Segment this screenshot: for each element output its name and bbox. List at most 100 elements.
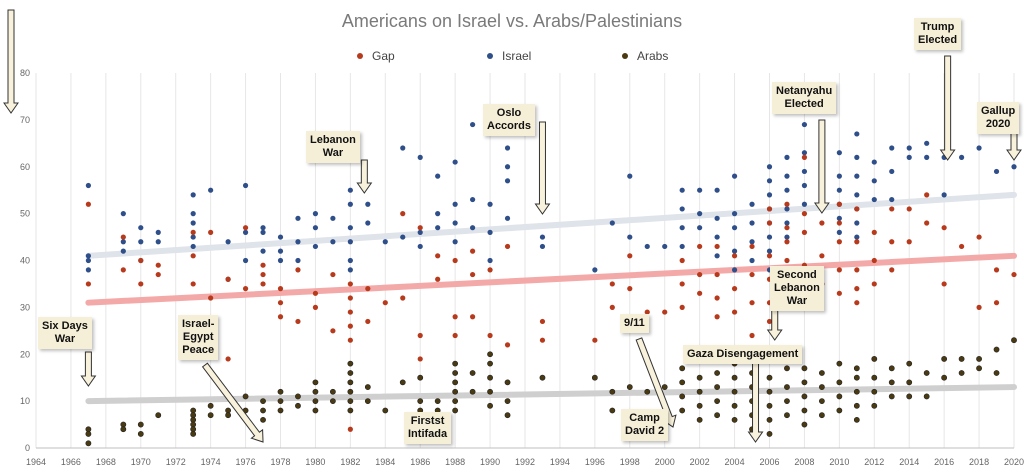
point-gap: [85, 201, 91, 207]
point-israel: [347, 267, 353, 273]
point-gap: [697, 243, 703, 250]
point-arabs: [312, 407, 319, 414]
point-arabs: [923, 393, 930, 400]
point-arabs: [504, 379, 511, 386]
y-tick-label: 40: [20, 256, 30, 266]
point-israel: [85, 267, 91, 273]
point-gap: [697, 271, 703, 278]
point-arabs: [644, 388, 651, 395]
point-arabs: [888, 379, 895, 386]
x-tick-label: 1966: [61, 457, 81, 467]
point-arabs: [452, 379, 459, 386]
point-israel: [644, 243, 650, 250]
point-israel: [452, 220, 458, 226]
point-arabs: [347, 398, 354, 405]
x-tick-label: 2008: [794, 457, 814, 467]
point-gap: [470, 248, 476, 254]
point-israel: [592, 267, 598, 273]
point-arabs: [766, 431, 773, 437]
arrow-israel-egypt-shape: [201, 362, 264, 443]
point-israel: [731, 173, 738, 179]
point-gap: [731, 253, 738, 259]
point-arabs: [871, 374, 878, 381]
point-israel: [277, 234, 284, 240]
point-arabs: [888, 393, 895, 400]
point-arabs: [487, 360, 493, 367]
point-israel: [801, 121, 808, 128]
point-israel: [836, 173, 842, 179]
point-gap: [452, 314, 458, 320]
point-gap: [312, 304, 319, 310]
point-gap: [854, 267, 860, 273]
point-arabs: [714, 398, 721, 405]
point-gap: [836, 290, 842, 296]
point-gap: [487, 332, 493, 339]
point-gap: [941, 281, 947, 287]
point-gap: [208, 295, 214, 301]
x-tick-label: 1990: [480, 457, 500, 467]
point-arabs: [871, 356, 878, 362]
point-arabs: [347, 370, 354, 376]
point-israel: [347, 225, 353, 231]
legend-marker-gap: [357, 53, 363, 59]
point-arabs: [836, 360, 843, 367]
point-israel: [784, 220, 790, 226]
point-israel: [731, 225, 738, 231]
point-gap: [539, 318, 546, 325]
annotation-second-lebanon: Second Lebanon War: [770, 266, 824, 311]
point-israel: [941, 192, 947, 198]
point-israel: [976, 145, 982, 151]
point-israel: [242, 257, 249, 264]
x-tick-label: 2004: [725, 457, 745, 467]
point-gap: [190, 229, 196, 235]
legend-label-arabs: Arabs: [637, 49, 668, 63]
point-israel: [662, 243, 668, 250]
point-gap: [347, 295, 353, 301]
point-gap: [225, 276, 231, 282]
point-israel: [627, 234, 633, 240]
x-tick-label: 1978: [270, 457, 290, 467]
point-gap: [85, 281, 91, 287]
point-arabs: [801, 379, 808, 386]
point-gap: [819, 253, 825, 259]
point-arabs: [329, 398, 336, 405]
point-gap: [889, 239, 895, 245]
point-gap: [120, 267, 126, 273]
point-israel: [784, 206, 790, 212]
point-gap: [312, 290, 319, 296]
point-israel: [330, 239, 336, 245]
point-arabs: [434, 398, 441, 405]
point-arabs: [487, 374, 493, 381]
point-israel: [1011, 164, 1017, 170]
point-israel: [417, 154, 423, 160]
point-israel: [731, 248, 738, 254]
point-arabs: [801, 407, 808, 414]
x-tick-label: 1964: [26, 457, 46, 467]
point-gap: [854, 239, 860, 245]
point-arabs: [207, 412, 214, 419]
point-arabs: [277, 388, 284, 395]
annotation-six-days: Six Days War: [38, 317, 92, 349]
point-arabs: [155, 412, 162, 419]
point-arabs: [766, 374, 773, 381]
point-arabs: [906, 360, 913, 367]
point-arabs: [347, 407, 354, 414]
y-tick-label: 0: [25, 443, 30, 453]
arrow-trump: [939, 55, 956, 161]
point-israel: [295, 257, 301, 264]
point-arabs: [801, 421, 808, 428]
point-israel: [924, 154, 930, 160]
data-points: [85, 121, 1017, 447]
legend-label-gap: Gap: [372, 49, 395, 63]
x-tick-label: 1982: [340, 457, 360, 467]
point-arabs: [731, 388, 738, 395]
point-gap: [435, 276, 441, 282]
point-israel: [417, 243, 423, 250]
point-israel: [714, 187, 720, 193]
x-tick-label: 1972: [166, 457, 186, 467]
point-arabs: [260, 407, 266, 414]
point-israel: [714, 253, 720, 259]
point-arabs: [976, 365, 982, 372]
point-arabs: [714, 384, 721, 390]
point-arabs: [85, 440, 92, 447]
